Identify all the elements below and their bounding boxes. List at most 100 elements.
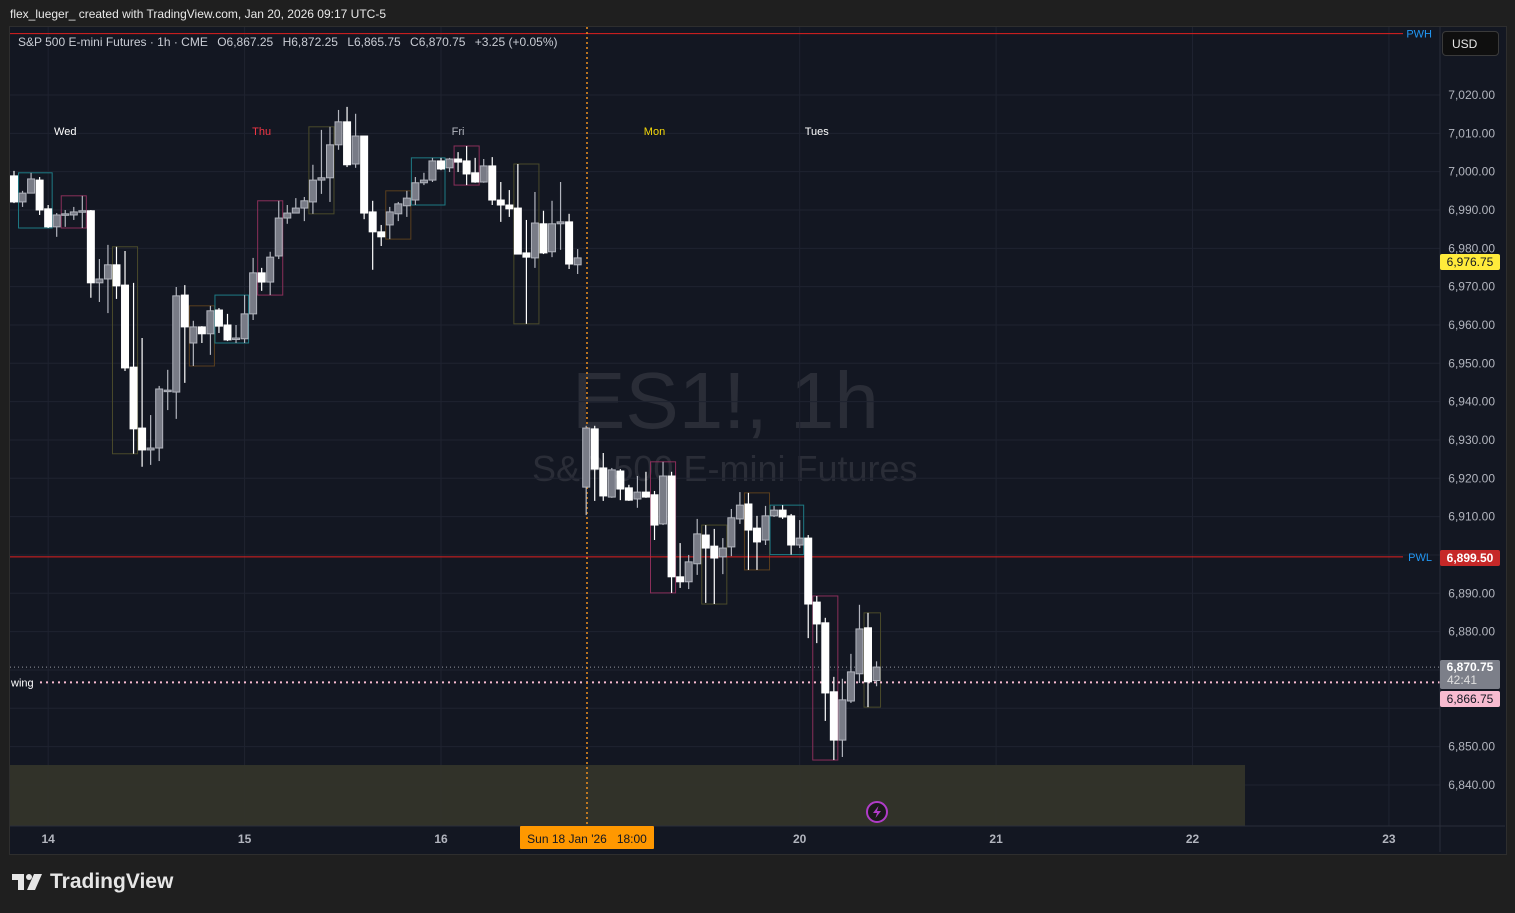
lightning-icon[interactable] (866, 801, 888, 823)
tradingview-logo[interactable]: TradingView (12, 870, 173, 894)
candle (232, 324, 241, 343)
candle (266, 251, 275, 296)
candle (402, 190, 411, 217)
candle (556, 182, 565, 250)
swing-label: wing (10, 677, 34, 689)
candle-body (770, 509, 779, 517)
candle (727, 508, 736, 557)
candle (291, 198, 300, 214)
candle (172, 287, 181, 419)
candle-body (479, 165, 488, 183)
y-tick-label: 7,000.00 (1448, 165, 1495, 179)
candle (283, 205, 292, 224)
candle-body (650, 494, 659, 526)
indicator-price-label: 6,976.75 (1440, 254, 1500, 270)
range-box (769, 504, 805, 556)
candle (488, 157, 497, 206)
candle (180, 285, 189, 383)
candle-body (718, 547, 727, 558)
candle (61, 209, 70, 227)
candle-body (266, 256, 275, 283)
candle-body (112, 264, 121, 287)
candle (829, 676, 838, 761)
candle (633, 476, 642, 508)
candle-body (701, 534, 710, 549)
y-tick-label: 6,910.00 (1448, 510, 1495, 524)
candle-body (206, 310, 215, 335)
candle-body (437, 160, 445, 170)
candle (573, 249, 582, 275)
day-label: Wed (54, 126, 76, 138)
legend-symbol[interactable]: S&P 500 E-mini Futures · 1h · CME (18, 35, 208, 49)
candle-body (667, 475, 676, 578)
ohlc-legend: S&P 500 E-mini Futures · 1h · CME O6,867… (18, 35, 564, 49)
candle-body (693, 533, 702, 565)
candle-body (214, 309, 223, 327)
candle-body (35, 179, 44, 211)
candle-body (172, 295, 181, 393)
y-tick-label: 6,950.00 (1448, 356, 1495, 370)
candle-body (411, 182, 420, 201)
y-tick-label: 6,990.00 (1448, 203, 1495, 217)
currency-button[interactable]: USD (1442, 31, 1499, 56)
candle-body (428, 160, 437, 181)
candle (530, 191, 539, 268)
candle-body (368, 211, 377, 233)
candle (778, 505, 787, 519)
candle (155, 385, 164, 462)
candle (693, 518, 702, 575)
candle-body (394, 203, 403, 215)
candle-body (522, 252, 531, 258)
candle-body (180, 294, 189, 328)
candle-body (624, 487, 633, 501)
y-tick-label: 6,880.00 (1448, 625, 1495, 639)
range-box (111, 246, 139, 455)
candle-body (616, 470, 625, 490)
candle (761, 505, 770, 545)
candle (607, 467, 616, 498)
candle-body (249, 272, 258, 315)
y-tick-label: 6,980.00 (1448, 241, 1495, 255)
candle (650, 490, 659, 541)
candle-body (129, 366, 138, 430)
candle (770, 505, 779, 518)
candle-body (727, 517, 736, 548)
legend-open: O6,867.25 (217, 35, 274, 49)
candle (445, 157, 454, 173)
session-time-label-bg (520, 826, 654, 849)
candle (419, 172, 428, 186)
candle-body (855, 628, 864, 675)
candle-body (95, 278, 104, 284)
candle-body (343, 121, 352, 166)
legend-high: H6,872.25 (282, 35, 338, 49)
candle (300, 196, 309, 222)
candle (599, 453, 608, 501)
candle-body (52, 214, 61, 228)
candle (377, 224, 386, 247)
candle-body (197, 326, 206, 335)
candle (121, 251, 130, 371)
candle (505, 190, 514, 217)
candle (787, 513, 796, 555)
candle (462, 145, 471, 186)
candle-body (787, 515, 796, 546)
candle (112, 246, 121, 299)
candle (548, 200, 557, 258)
candle (804, 535, 813, 639)
x-tick-label: 20 (793, 832, 807, 846)
candle-body (513, 207, 522, 255)
candle-body (505, 204, 514, 210)
x-tick-label: 14 (41, 832, 55, 846)
y-tick-label: 6,890.00 (1448, 586, 1495, 600)
candle-body (121, 284, 130, 369)
candle-body (744, 503, 753, 531)
candle-body (283, 212, 292, 219)
y-tick-label: 6,940.00 (1448, 395, 1495, 409)
candle-body (488, 165, 497, 201)
candle-body (582, 427, 591, 488)
demand-zone (10, 765, 1245, 826)
candle (343, 106, 352, 168)
chart-pane[interactable] (9, 26, 1507, 855)
candle (710, 528, 719, 605)
